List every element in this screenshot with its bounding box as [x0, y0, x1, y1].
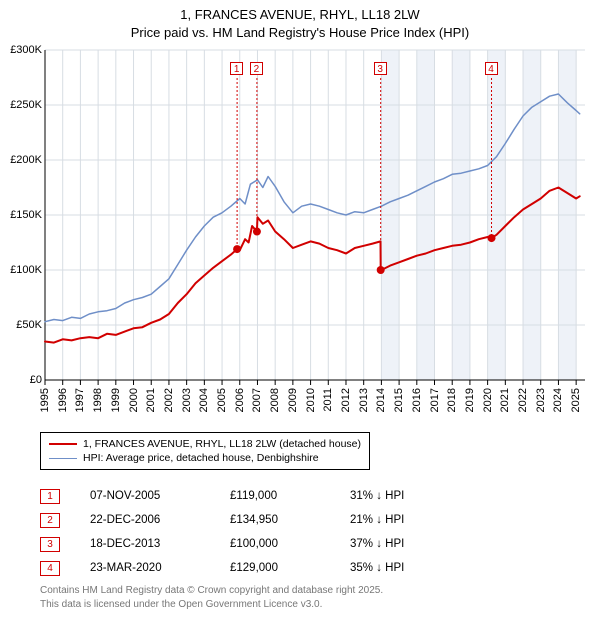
x-tick-label: 2025 [570, 388, 582, 412]
chart-container: 1, FRANCES AVENUE, RHYL, LL18 2LW Price … [0, 0, 600, 620]
table-marker: 3 [40, 537, 60, 552]
y-tick-label: £150K [0, 209, 42, 221]
x-tick-label: 2004 [198, 388, 210, 412]
table-price: £129,000 [230, 562, 350, 574]
x-tick-label: 2019 [464, 388, 476, 412]
table-row: 2 22-DEC-2006£134,95021% ↓ HPI [40, 508, 470, 532]
x-tick-label: 2009 [287, 388, 299, 412]
title-address: 1, FRANCES AVENUE, RHYL, LL18 2LW [0, 6, 600, 24]
x-tick-label: 2013 [358, 388, 370, 412]
chart-area: £0£50K£100K£150K£200K£250K£300K199519961… [45, 50, 585, 380]
y-tick-label: £50K [0, 319, 42, 331]
table-pct: 37% ↓ HPI [350, 538, 470, 550]
footer-line2: This data is licensed under the Open Gov… [40, 598, 383, 612]
table-row: 4 23-MAR-2020£129,00035% ↓ HPI [40, 556, 470, 580]
x-tick-label: 2012 [340, 388, 352, 412]
x-tick-label: 2008 [269, 388, 281, 412]
footer-line1: Contains HM Land Registry data © Crown c… [40, 584, 383, 598]
table-pct: 31% ↓ HPI [350, 490, 470, 502]
x-tick-label: 2017 [429, 388, 441, 412]
x-tick-label: 1996 [57, 388, 69, 412]
x-tick-label: 2005 [216, 388, 228, 412]
table-price: £134,950 [230, 514, 350, 526]
x-tick-label: 2010 [305, 388, 317, 412]
table-row: 3 18-DEC-2013£100,00037% ↓ HPI [40, 532, 470, 556]
legend: 1, FRANCES AVENUE, RHYL, LL18 2LW (detac… [40, 432, 370, 470]
x-tick-label: 2003 [181, 388, 193, 412]
y-tick-label: £250K [0, 99, 42, 111]
table-marker: 1 [40, 489, 60, 504]
table-date: 18-DEC-2013 [90, 538, 230, 550]
table-price: £119,000 [230, 490, 350, 502]
x-tick-label: 2016 [411, 388, 423, 412]
table-date: 07-NOV-2005 [90, 490, 230, 502]
table-date: 22-DEC-2006 [90, 514, 230, 526]
y-tick-label: £100K [0, 264, 42, 276]
sale-marker-box: 4 [485, 62, 498, 75]
chart-svg [45, 50, 585, 380]
sales-table: 1 07-NOV-2005£119,00031% ↓ HPI 2 22-DEC-200… [40, 484, 470, 580]
legend-swatch [49, 443, 77, 445]
legend-label: 1, FRANCES AVENUE, RHYL, LL18 2LW (detac… [83, 438, 361, 450]
sale-marker-box: 2 [250, 62, 263, 75]
y-tick-label: £0 [0, 374, 42, 386]
x-tick-label: 2014 [375, 388, 387, 412]
title-subtitle: Price paid vs. HM Land Registry's House … [0, 24, 600, 42]
x-tick-label: 1998 [92, 388, 104, 412]
x-tick-label: 2006 [234, 388, 246, 412]
x-tick-label: 2007 [251, 388, 263, 412]
x-tick-label: 2022 [517, 388, 529, 412]
table-row: 1 07-NOV-2005£119,00031% ↓ HPI [40, 484, 470, 508]
table-date: 23-MAR-2020 [90, 562, 230, 574]
legend-label: HPI: Average price, detached house, Denb… [83, 452, 319, 464]
x-tick-label: 2015 [393, 388, 405, 412]
x-tick-label: 2011 [322, 388, 334, 412]
x-tick-label: 2001 [145, 388, 157, 412]
x-tick-label: 2018 [446, 388, 458, 412]
x-tick-label: 2002 [163, 388, 175, 412]
table-marker: 4 [40, 561, 60, 576]
table-pct: 35% ↓ HPI [350, 562, 470, 574]
legend-item: HPI: Average price, detached house, Denb… [49, 451, 361, 465]
y-tick-label: £200K [0, 154, 42, 166]
sale-marker-box: 1 [230, 62, 243, 75]
table-marker: 2 [40, 513, 60, 528]
x-tick-label: 2020 [482, 388, 494, 412]
x-tick-label: 2023 [535, 388, 547, 412]
title-block: 1, FRANCES AVENUE, RHYL, LL18 2LW Price … [0, 0, 600, 42]
x-tick-label: 1995 [39, 388, 51, 412]
legend-item: 1, FRANCES AVENUE, RHYL, LL18 2LW (detac… [49, 437, 361, 451]
footer: Contains HM Land Registry data © Crown c… [40, 584, 383, 612]
x-tick-label: 2021 [499, 388, 511, 412]
legend-swatch [49, 458, 77, 459]
y-tick-label: £300K [0, 44, 42, 56]
x-tick-label: 2000 [128, 388, 140, 412]
x-tick-label: 1997 [74, 388, 86, 412]
sale-marker-box: 3 [374, 62, 387, 75]
table-pct: 21% ↓ HPI [350, 514, 470, 526]
x-tick-label: 1999 [110, 388, 122, 412]
table-price: £100,000 [230, 538, 350, 550]
x-tick-label: 2024 [552, 388, 564, 412]
